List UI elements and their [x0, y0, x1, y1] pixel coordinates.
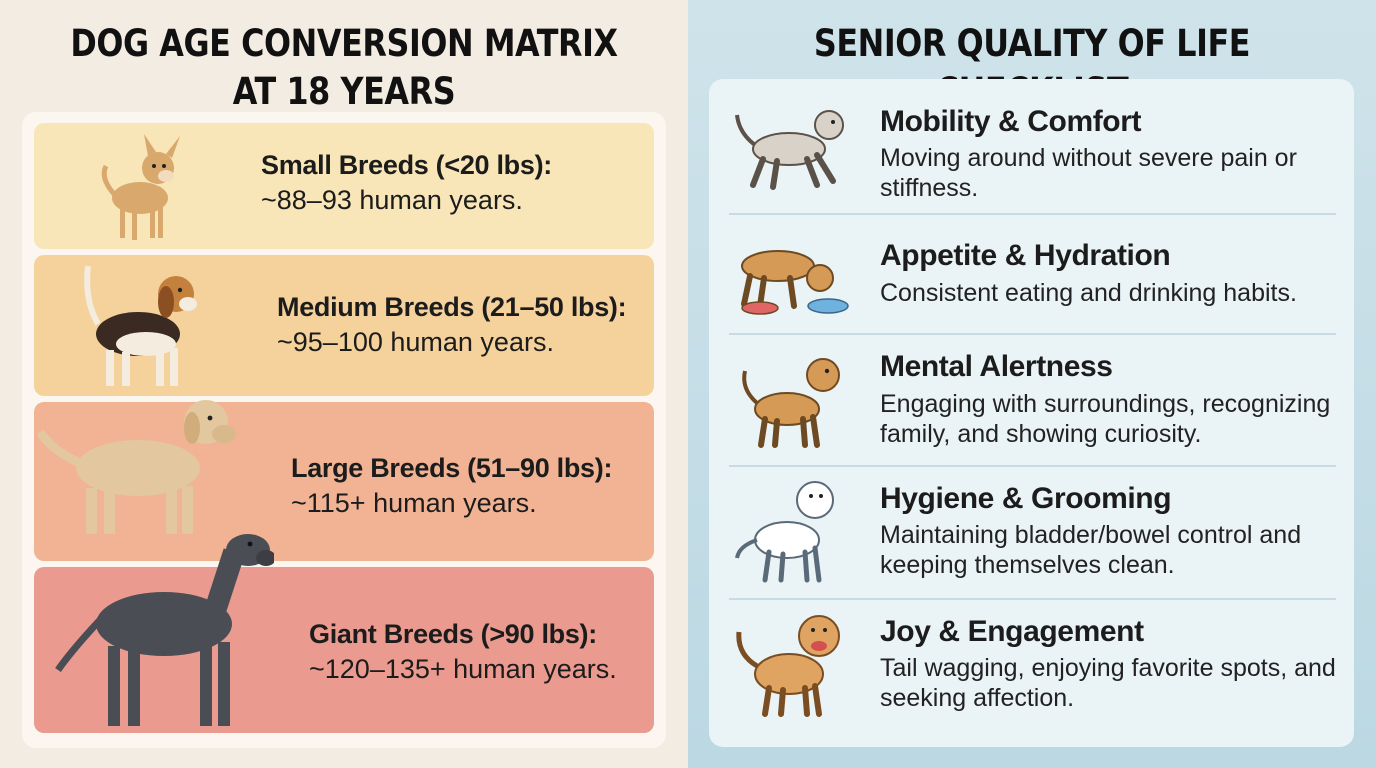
checklist-item-title-mobility: Mobility & Comfort — [880, 105, 1142, 138]
checklist-item-desc-mobility: Moving around without severe pain or sti… — [880, 144, 1297, 202]
breed-medium-label: Medium Breeds (21–50 lbs): — [277, 292, 627, 322]
beagle-icon — [84, 265, 197, 386]
walking-dog-icon — [735, 110, 844, 190]
breed-large-value: ~115+ human years. — [291, 488, 537, 518]
clean-dog-icon — [735, 481, 834, 583]
age-matrix-title: DOG AGE CONVERSION MATRIX AT 18 YEARS — [48, 20, 640, 116]
great-dane-icon — [55, 534, 274, 726]
checklist-divider — [729, 465, 1336, 467]
breed-giant-label: Giant Breeds (>90 lbs): — [309, 619, 597, 649]
checklist-item-desc-joy: Tail wagging, enjoying favorite spots, a… — [880, 654, 1336, 712]
checklist-item-desc-appetite: Consistent eating and drinking habits. — [880, 279, 1297, 307]
age-matrix-title-line2: AT 18 YEARS — [232, 70, 456, 113]
breed-giant-value: ~120–135+ human years. — [309, 654, 617, 684]
breed-giant-text: Giant Breeds (>90 lbs): ~120–135+ human … — [309, 617, 617, 687]
breed-small-value: ~88–93 human years. — [261, 185, 523, 215]
checklist-item-title-hygiene: Hygiene & Grooming — [880, 482, 1172, 515]
breed-large-text: Large Breeds (51–90 lbs): ~115+ human ye… — [291, 451, 612, 521]
breed-medium-text: Medium Breeds (21–50 lbs): ~95–100 human… — [277, 290, 627, 360]
checklist-divider — [729, 333, 1336, 335]
breed-medium-value: ~95–100 human years. — [277, 327, 554, 357]
age-matrix-title-line1: DOG AGE CONVERSION MATRIX — [70, 22, 618, 65]
happy-dog-icon — [736, 615, 840, 717]
breed-small-text: Small Breeds (<20 lbs): ~88–93 human yea… — [261, 148, 552, 218]
alert-dog-icon — [742, 358, 840, 448]
labrador-icon — [38, 400, 236, 534]
checklist-item-title-joy: Joy & Engagement — [880, 615, 1144, 648]
eating-dog-icon — [741, 250, 849, 315]
checklist-item-desc-mental: Engaging with surroundings, recognizing … — [880, 390, 1331, 448]
checklist-divider — [729, 213, 1336, 215]
breed-large-label: Large Breeds (51–90 lbs): — [291, 453, 613, 483]
checklist-item-title-mental: Mental Alertness — [880, 350, 1113, 383]
checklist-item-desc-hygiene: Maintaining bladder/bowel control and ke… — [880, 521, 1302, 579]
checklist-item-title-appetite: Appetite & Hydration — [880, 239, 1171, 272]
checklist-divider — [729, 598, 1336, 600]
breed-small-label: Small Breeds (<20 lbs): — [261, 150, 552, 180]
chihuahua-icon — [101, 134, 180, 240]
